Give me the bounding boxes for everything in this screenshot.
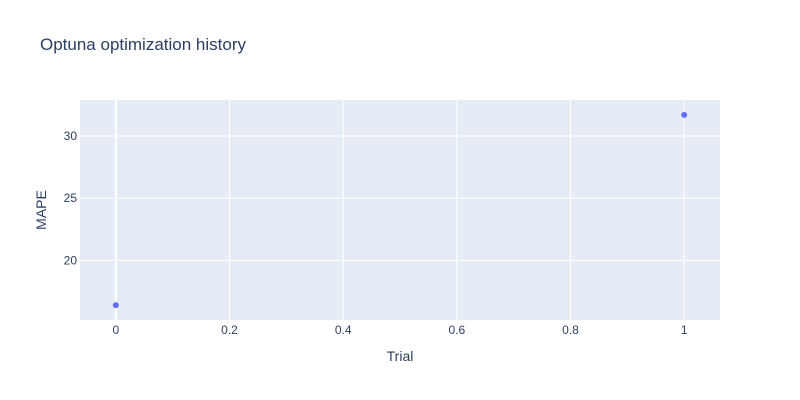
x-tick-label: 0.2 xyxy=(221,323,238,337)
data-points xyxy=(112,111,688,309)
x-tick-label: 0.4 xyxy=(335,323,352,337)
x-tick-label: 0.6 xyxy=(448,323,465,337)
y-tick-label: 20 xyxy=(64,253,78,267)
x-tick-label: 0 xyxy=(112,323,119,337)
y-axis-title: MAPE xyxy=(33,190,49,230)
x-tick-label: 1 xyxy=(681,323,688,337)
x-axis-title: Trial xyxy=(387,348,414,364)
y-tick-label: 30 xyxy=(64,129,78,143)
x-tick-label: 0.8 xyxy=(562,323,579,337)
y-tick-label: 25 xyxy=(64,191,78,205)
chart-title: Optuna optimization history xyxy=(40,35,246,54)
grid-lines xyxy=(80,100,720,320)
data-point[interactable] xyxy=(112,302,119,309)
tick-labels: 0 0.2 0.4 0.6 0.8 1 20 25 30 xyxy=(64,129,688,337)
data-point[interactable] xyxy=(681,111,688,118)
plot-area[interactable] xyxy=(80,100,720,320)
